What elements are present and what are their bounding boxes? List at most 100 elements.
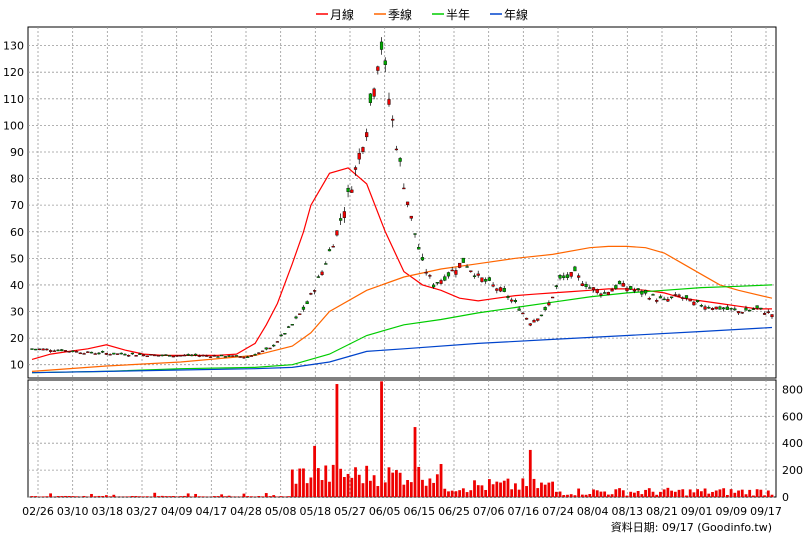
volume-bar	[309, 477, 312, 497]
candle-body	[499, 288, 502, 292]
candle-body	[745, 308, 748, 310]
legend-label-3: 年線	[504, 7, 528, 22]
candle-body	[176, 356, 179, 357]
candle-body	[570, 272, 573, 276]
volume-bar	[559, 492, 562, 497]
candle-body	[544, 307, 547, 310]
volume-bar	[57, 496, 60, 497]
candle-body	[492, 285, 495, 287]
candle-body	[763, 313, 766, 314]
candle-body	[306, 302, 309, 304]
footer-text: 資料日期: 09/17 (Goodinfo.tw)	[611, 520, 772, 534]
candle-body	[581, 284, 584, 286]
candle-body	[652, 294, 655, 295]
volume-bar	[767, 490, 770, 497]
volume-bar	[756, 489, 759, 497]
candle-body	[224, 356, 227, 357]
candle-body	[138, 354, 141, 355]
candle-body	[86, 352, 89, 353]
candle-body	[380, 42, 383, 50]
candle-body	[644, 290, 647, 293]
volume-bar	[681, 489, 684, 497]
volume-bar	[529, 450, 532, 497]
candle-body	[752, 309, 755, 310]
volume-bar	[752, 496, 755, 497]
volume-bar	[265, 493, 268, 497]
candle-body	[350, 190, 353, 193]
volume-bar	[640, 494, 643, 497]
volume-bar	[406, 480, 409, 497]
price-tick-label: 20	[10, 332, 24, 345]
candle-body	[336, 231, 339, 236]
volume-bar	[585, 495, 588, 497]
volume-bar	[321, 480, 324, 497]
candle-body	[179, 355, 182, 356]
volume-bar	[648, 488, 651, 497]
candle-body	[388, 99, 391, 104]
volume-bar	[540, 483, 543, 497]
candle-body	[481, 278, 484, 282]
volume-bar	[302, 468, 305, 497]
volume-bar	[685, 496, 688, 497]
candle-body	[31, 349, 34, 350]
candle-body	[280, 335, 283, 336]
candle-body	[722, 308, 725, 309]
volume-bar	[324, 465, 327, 497]
volume-bar	[168, 496, 171, 497]
candle-body	[410, 216, 413, 218]
volume-bar	[198, 496, 201, 497]
volume-bar	[306, 483, 309, 497]
x-tick-label: 06/05	[369, 505, 401, 518]
candle-body	[406, 202, 409, 205]
price-tick-label: 110	[3, 93, 24, 106]
volume-bar	[499, 483, 502, 497]
candle-body	[447, 272, 450, 276]
candle-body	[235, 355, 238, 356]
x-tick-label: 04/28	[230, 505, 262, 518]
candle-body	[142, 355, 145, 356]
volume-bar	[514, 483, 517, 497]
candle-body	[384, 61, 387, 65]
volume-bar	[68, 496, 71, 497]
candle-body	[250, 356, 253, 357]
candle-body	[521, 313, 524, 314]
volume-bar	[64, 496, 67, 497]
candle-body	[756, 306, 759, 309]
x-tick-label: 09/01	[681, 505, 713, 518]
volume-bar	[536, 488, 539, 497]
candle-body	[146, 356, 149, 357]
price-tick-label: 50	[10, 252, 24, 265]
candle-body	[257, 353, 260, 354]
candle-body	[451, 270, 454, 271]
candle-body	[715, 307, 718, 309]
candle-body	[402, 188, 405, 189]
candle-body	[135, 355, 138, 356]
candle-body	[347, 188, 350, 192]
candle-body	[120, 353, 123, 354]
candle-body	[529, 324, 532, 326]
candle-body	[741, 312, 744, 313]
candle-body	[733, 309, 736, 310]
candle-body	[622, 283, 625, 286]
candle-body	[157, 355, 160, 356]
volume-bar	[428, 478, 431, 497]
volume-bar	[328, 482, 331, 497]
candle-body	[707, 307, 710, 308]
candle-body	[562, 276, 565, 278]
candle-body	[358, 153, 361, 159]
volume-bar	[436, 474, 439, 497]
legend-label-0: 月線	[330, 7, 354, 22]
x-tick-label: 09/17	[750, 505, 782, 518]
volume-bar	[213, 496, 216, 497]
volume-bar	[693, 492, 696, 497]
volume-bar	[83, 496, 86, 497]
candle-body	[510, 300, 513, 301]
candle-body	[566, 275, 569, 278]
candle-body	[302, 307, 305, 309]
candle-body	[678, 295, 681, 297]
price-tick-label: 120	[3, 66, 24, 79]
volume-tick-label: 600	[782, 410, 803, 423]
volume-bar	[455, 491, 458, 497]
volume-bar	[228, 496, 231, 497]
